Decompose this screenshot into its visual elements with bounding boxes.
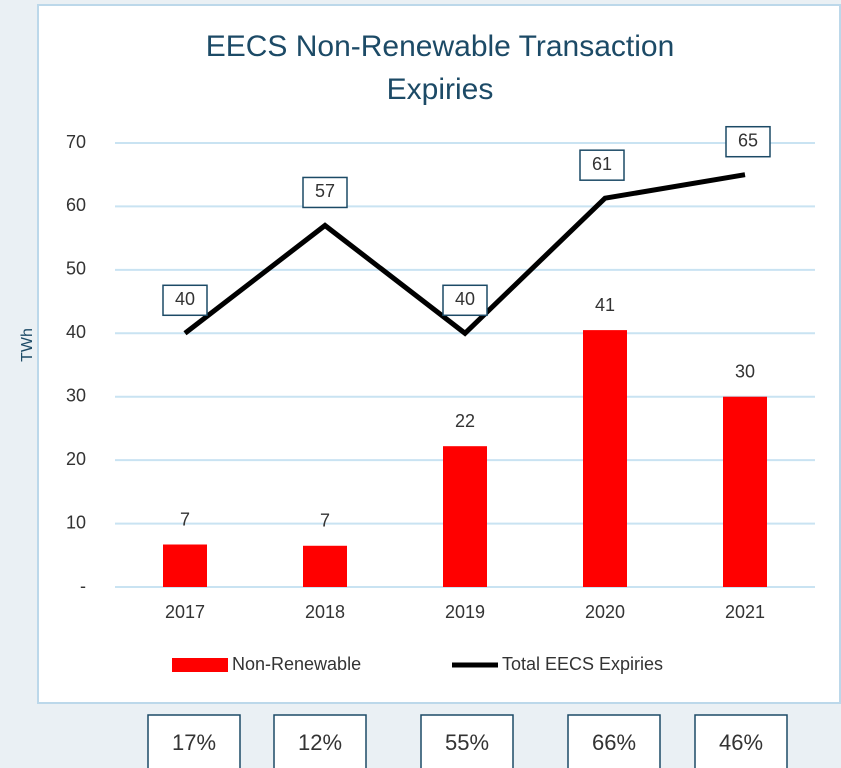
share-box [147, 714, 241, 768]
chart-frame [37, 4, 841, 704]
data-label: 7 [320, 511, 330, 531]
data-label: 65 [738, 130, 758, 150]
x-tick-label: 2020 [585, 602, 625, 622]
share-box [420, 714, 514, 768]
legend-label: Non-Renewable [232, 654, 361, 674]
y-tick-label: 10 [66, 512, 86, 532]
share-label: 55% [445, 730, 489, 755]
y-tick-label: 40 [66, 322, 86, 342]
data-label: 40 [455, 289, 475, 309]
chart-title: EECS Non-Renewable Transaction [206, 30, 675, 63]
x-tick-label: 2021 [725, 602, 765, 622]
data-label-box [725, 125, 771, 158]
data-label-box [442, 284, 488, 317]
data-label: 7 [180, 509, 190, 529]
data-label: 40 [175, 289, 195, 309]
data-label-box [579, 149, 625, 181]
bar [163, 544, 207, 587]
x-tick-label: 2017 [165, 602, 205, 622]
data-label: 41 [595, 295, 615, 315]
y-tick-label: - [80, 576, 86, 596]
x-tick-label: 2019 [445, 602, 485, 622]
bar [303, 545, 347, 587]
y-tick-label: 30 [66, 385, 86, 405]
data-label: 22 [455, 411, 475, 431]
share-label: 12% [298, 730, 342, 755]
share-label: 46% [719, 730, 763, 755]
data-label: 57 [315, 181, 335, 201]
legend-label: Total EECS Expiries [502, 654, 663, 674]
y-axis-label: TWh [19, 328, 36, 362]
share-label: 66% [592, 730, 636, 755]
data-label: 61 [592, 154, 612, 174]
y-tick-label: 70 [66, 132, 86, 152]
y-tick-label: 60 [66, 195, 86, 215]
y-tick-label: 50 [66, 259, 86, 279]
share-box [273, 714, 367, 768]
y-tick-label: 20 [66, 449, 86, 469]
chart-title: Expiries [387, 73, 494, 106]
data-label-box [302, 176, 348, 209]
bar [443, 446, 487, 587]
data-label: 30 [735, 361, 755, 381]
data-label-box [162, 284, 208, 317]
bar [723, 396, 767, 587]
x-tick-label: 2018 [305, 602, 345, 622]
bar [583, 330, 627, 587]
share-box [694, 714, 788, 768]
share-label: 17% [172, 730, 216, 755]
legend-swatch [172, 658, 228, 672]
share-box [567, 714, 661, 768]
line [183, 172, 746, 337]
